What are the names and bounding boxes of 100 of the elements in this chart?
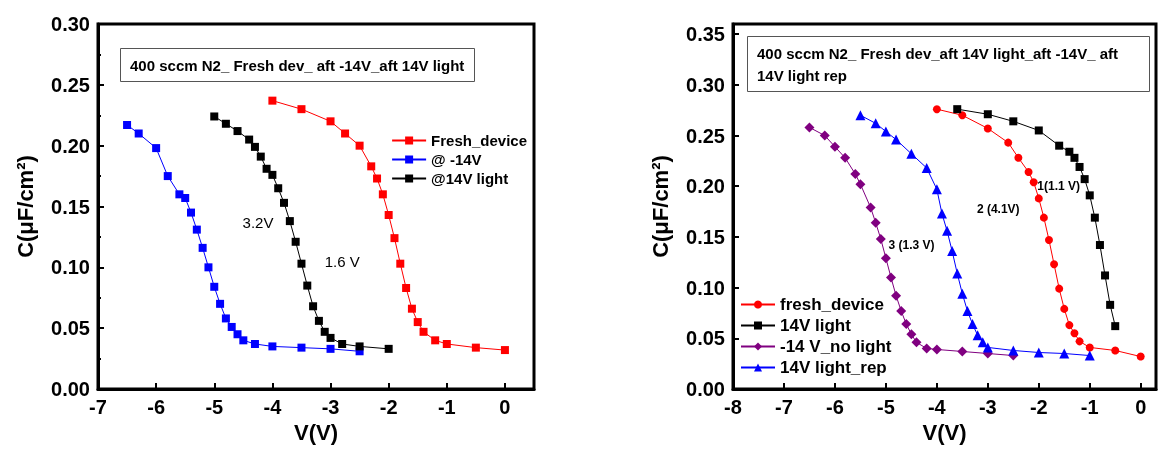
point xyxy=(947,246,958,257)
point xyxy=(1075,337,1084,346)
x-tick-label: 0 xyxy=(1135,396,1147,418)
point xyxy=(297,105,306,114)
point xyxy=(911,337,922,348)
point xyxy=(221,119,230,128)
point xyxy=(1044,235,1053,244)
point xyxy=(865,202,876,213)
point xyxy=(1050,260,1059,269)
x-tick-label: -3 xyxy=(978,396,997,418)
point xyxy=(210,282,219,291)
point xyxy=(953,105,962,114)
point xyxy=(906,148,917,159)
point xyxy=(268,96,277,105)
point xyxy=(384,344,393,353)
x-axis-title: V(V) xyxy=(922,420,967,446)
point xyxy=(870,118,881,129)
point xyxy=(850,169,861,180)
point xyxy=(163,172,172,181)
point xyxy=(233,330,242,339)
point xyxy=(285,217,294,226)
x-tick-label: -4 xyxy=(263,396,283,418)
point xyxy=(942,225,953,236)
point xyxy=(983,124,992,133)
legend-label: @14V light xyxy=(431,170,509,187)
legend-label: @ -14V xyxy=(431,151,482,168)
x-tick-label: -5 xyxy=(205,396,224,418)
point xyxy=(314,316,323,325)
point xyxy=(957,288,968,299)
point xyxy=(384,211,393,220)
point xyxy=(396,259,405,268)
point xyxy=(958,111,967,120)
point xyxy=(891,290,902,301)
point xyxy=(1101,271,1110,280)
point xyxy=(1111,346,1120,355)
point xyxy=(1009,117,1018,126)
point xyxy=(1029,178,1038,187)
x-tick-label: -1 xyxy=(437,396,456,418)
point xyxy=(1136,352,1145,361)
x-tick-label: -2 xyxy=(379,396,398,418)
y-axis-title: C(μF/cm²) xyxy=(12,155,38,258)
point xyxy=(1070,329,1079,338)
point xyxy=(1060,304,1069,313)
x-tick-label: -7 xyxy=(89,396,107,418)
point xyxy=(221,314,230,323)
x-tick-label: -7 xyxy=(775,396,793,418)
legend-label: -14 V_no light xyxy=(780,337,892,356)
point xyxy=(326,344,335,353)
point xyxy=(280,198,289,207)
point xyxy=(204,263,213,272)
annotation: 3 (1.3 V) xyxy=(888,238,935,253)
point xyxy=(972,330,983,341)
point xyxy=(198,243,207,252)
point xyxy=(1014,153,1023,162)
point xyxy=(1090,213,1099,222)
point xyxy=(181,193,190,202)
y-tick-label: 0.10 xyxy=(51,256,90,279)
point xyxy=(1039,213,1048,222)
point xyxy=(152,144,161,153)
point xyxy=(250,339,259,348)
point xyxy=(390,234,399,243)
point xyxy=(1106,300,1115,309)
point xyxy=(901,319,912,330)
annotation: 3.2V xyxy=(242,213,274,231)
point xyxy=(431,336,440,345)
point xyxy=(268,342,277,351)
point xyxy=(1024,168,1033,177)
point xyxy=(921,343,932,354)
x-tick-label: -1 xyxy=(1080,396,1099,418)
point xyxy=(829,141,840,152)
point xyxy=(373,174,382,183)
point xyxy=(957,346,968,357)
point xyxy=(1004,138,1013,147)
point xyxy=(309,302,318,311)
text: 400 sccm N2_ Fresh dev_ aft -14V_aft 14V light xyxy=(130,56,465,74)
y-tick-label: 0.20 xyxy=(686,175,725,198)
text: 400 sccm N2_ Fresh dev_aft 14V light_aft -14V_ aft 14V light rep xyxy=(757,44,1123,84)
point xyxy=(419,327,428,336)
point xyxy=(880,126,891,137)
point xyxy=(256,152,265,161)
point xyxy=(262,164,271,173)
y-tick-label: 0.25 xyxy=(686,124,725,147)
point xyxy=(239,336,248,345)
y-tick-label: 0.25 xyxy=(51,73,90,96)
point xyxy=(216,299,225,308)
point xyxy=(840,152,851,163)
point xyxy=(880,253,891,264)
point xyxy=(1095,241,1104,250)
point xyxy=(297,259,306,268)
point xyxy=(819,130,830,141)
legend-label: 14V light xyxy=(780,316,852,335)
point xyxy=(932,105,941,114)
point xyxy=(983,110,992,119)
legend-label: Fresh_device xyxy=(431,132,527,149)
point xyxy=(233,127,242,136)
x-tick-label: -5 xyxy=(876,396,895,418)
point xyxy=(1065,321,1074,330)
point xyxy=(378,190,387,199)
annotation: 1.6 V xyxy=(324,252,360,270)
x-tick-label: -2 xyxy=(1029,396,1048,418)
